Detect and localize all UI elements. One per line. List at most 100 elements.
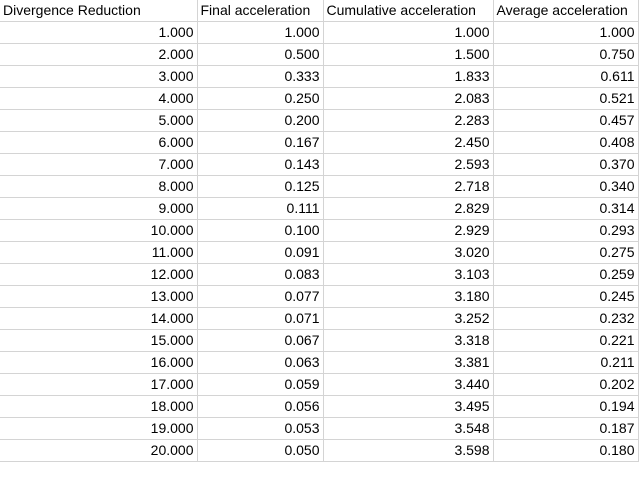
cell-final-acceleration[interactable]: 0.059 xyxy=(197,373,324,397)
table-row: 6.000 0.167 2.450 0.408 xyxy=(0,131,639,155)
cell-final-acceleration[interactable]: 0.071 xyxy=(197,307,324,331)
cell-average-acceleration[interactable]: 1.000 xyxy=(493,21,639,45)
cell-average-acceleration[interactable]: 0.750 xyxy=(493,43,639,67)
table-row: 17.000 0.059 3.440 0.202 xyxy=(0,373,639,397)
cell-cumulative-acceleration[interactable]: 3.495 xyxy=(323,395,494,419)
cell-divergence-reduction[interactable]: 5.000 xyxy=(0,109,198,133)
cell-average-acceleration[interactable]: 0.293 xyxy=(493,219,639,243)
cell-average-acceleration[interactable]: 0.340 xyxy=(493,175,639,199)
cell-divergence-reduction[interactable]: 16.000 xyxy=(0,351,198,375)
cell-cumulative-acceleration[interactable]: 2.083 xyxy=(323,87,494,111)
cell-divergence-reduction[interactable]: 2.000 xyxy=(0,43,198,67)
cell-final-acceleration[interactable]: 0.091 xyxy=(197,241,324,265)
cell-divergence-reduction[interactable]: 9.000 xyxy=(0,197,198,221)
cell-cumulative-acceleration[interactable]: 2.593 xyxy=(323,153,494,177)
cell-average-acceleration[interactable]: 0.408 xyxy=(493,131,639,155)
header-cell-cumulative-acceleration[interactable]: Cumulative acceleration xyxy=(323,0,494,23)
cell-average-acceleration[interactable]: 0.194 xyxy=(493,395,639,419)
cell-cumulative-acceleration[interactable]: 1.500 xyxy=(323,43,494,67)
cell-divergence-reduction[interactable]: 20.000 xyxy=(0,439,198,463)
cell-divergence-reduction[interactable]: 7.000 xyxy=(0,153,198,177)
table-row: 13.000 0.077 3.180 0.245 xyxy=(0,285,639,309)
cell-divergence-reduction[interactable]: 8.000 xyxy=(0,175,198,199)
table-row: 4.000 0.250 2.083 0.521 xyxy=(0,87,639,111)
cell-final-acceleration[interactable]: 0.167 xyxy=(197,131,324,155)
cell-final-acceleration[interactable]: 0.125 xyxy=(197,175,324,199)
cell-divergence-reduction[interactable]: 10.000 xyxy=(0,219,198,243)
cell-average-acceleration[interactable]: 0.202 xyxy=(493,373,639,397)
cell-final-acceleration[interactable]: 0.100 xyxy=(197,219,324,243)
cell-average-acceleration[interactable]: 0.187 xyxy=(493,417,639,441)
cell-cumulative-acceleration[interactable]: 3.103 xyxy=(323,263,494,287)
cell-cumulative-acceleration[interactable]: 3.440 xyxy=(323,373,494,397)
cell-final-acceleration[interactable]: 0.077 xyxy=(197,285,324,309)
cell-cumulative-acceleration[interactable]: 2.718 xyxy=(323,175,494,199)
cell-cumulative-acceleration[interactable]: 2.929 xyxy=(323,219,494,243)
cell-cumulative-acceleration[interactable]: 3.252 xyxy=(323,307,494,331)
cell-final-acceleration[interactable]: 0.053 xyxy=(197,417,324,441)
cell-cumulative-acceleration[interactable]: 3.318 xyxy=(323,329,494,353)
cell-final-acceleration[interactable]: 0.500 xyxy=(197,43,324,67)
cell-divergence-reduction[interactable]: 11.000 xyxy=(0,241,198,265)
cell-average-acceleration[interactable]: 0.457 xyxy=(493,109,639,133)
cell-cumulative-acceleration[interactable]: 2.283 xyxy=(323,109,494,133)
header-cell-divergence-reduction[interactable]: Divergence Reduction xyxy=(0,0,198,23)
cell-divergence-reduction[interactable]: 12.000 xyxy=(0,263,198,287)
cell-final-acceleration[interactable]: 0.200 xyxy=(197,109,324,133)
cell-final-acceleration[interactable]: 0.143 xyxy=(197,153,324,177)
cell-final-acceleration[interactable]: 0.250 xyxy=(197,87,324,111)
cell-average-acceleration[interactable]: 0.521 xyxy=(493,87,639,111)
cell-final-acceleration[interactable]: 0.063 xyxy=(197,351,324,375)
cell-average-acceleration[interactable]: 0.221 xyxy=(493,329,639,353)
header-row: Divergence Reduction Final acceleration … xyxy=(0,0,639,23)
table-row: 19.000 0.053 3.548 0.187 xyxy=(0,417,639,441)
cell-cumulative-acceleration[interactable]: 3.548 xyxy=(323,417,494,441)
cell-cumulative-acceleration[interactable]: 1.000 xyxy=(323,21,494,45)
cell-final-acceleration[interactable]: 0.056 xyxy=(197,395,324,419)
table-row: 7.000 0.143 2.593 0.370 xyxy=(0,153,639,177)
cell-average-acceleration[interactable]: 0.245 xyxy=(493,285,639,309)
cell-average-acceleration[interactable]: 0.275 xyxy=(493,241,639,265)
cell-divergence-reduction[interactable]: 1.000 xyxy=(0,21,198,45)
cell-final-acceleration[interactable]: 1.000 xyxy=(197,21,324,45)
cell-final-acceleration[interactable]: 0.067 xyxy=(197,329,324,353)
cell-cumulative-acceleration[interactable]: 3.180 xyxy=(323,285,494,309)
cell-cumulative-acceleration[interactable]: 2.829 xyxy=(323,197,494,221)
data-table: Divergence Reduction Final acceleration … xyxy=(0,0,639,463)
header-cell-final-acceleration[interactable]: Final acceleration xyxy=(197,0,324,23)
cell-divergence-reduction[interactable]: 17.000 xyxy=(0,373,198,397)
cell-divergence-reduction[interactable]: 15.000 xyxy=(0,329,198,353)
table-row: 15.000 0.067 3.318 0.221 xyxy=(0,329,639,353)
cell-final-acceleration[interactable]: 0.333 xyxy=(197,65,324,89)
table-row: 14.000 0.071 3.252 0.232 xyxy=(0,307,639,331)
cell-final-acceleration[interactable]: 0.111 xyxy=(197,197,324,221)
cell-divergence-reduction[interactable]: 14.000 xyxy=(0,307,198,331)
cell-average-acceleration[interactable]: 0.611 xyxy=(493,65,639,89)
table-row: 10.000 0.100 2.929 0.293 xyxy=(0,219,639,243)
cell-average-acceleration[interactable]: 0.232 xyxy=(493,307,639,331)
cell-average-acceleration[interactable]: 0.259 xyxy=(493,263,639,287)
cell-divergence-reduction[interactable]: 18.000 xyxy=(0,395,198,419)
cell-cumulative-acceleration[interactable]: 3.381 xyxy=(323,351,494,375)
cell-cumulative-acceleration[interactable]: 3.598 xyxy=(323,439,494,463)
cell-average-acceleration[interactable]: 0.370 xyxy=(493,153,639,177)
cell-divergence-reduction[interactable]: 6.000 xyxy=(0,131,198,155)
cell-average-acceleration[interactable]: 0.314 xyxy=(493,197,639,221)
cell-divergence-reduction[interactable]: 13.000 xyxy=(0,285,198,309)
cell-cumulative-acceleration[interactable]: 2.450 xyxy=(323,131,494,155)
table-row: 9.000 0.111 2.829 0.314 xyxy=(0,197,639,221)
cell-cumulative-acceleration[interactable]: 3.020 xyxy=(323,241,494,265)
cell-divergence-reduction[interactable]: 4.000 xyxy=(0,87,198,111)
cell-average-acceleration[interactable]: 0.180 xyxy=(493,439,639,463)
cell-cumulative-acceleration[interactable]: 1.833 xyxy=(323,65,494,89)
cell-divergence-reduction[interactable]: 3.000 xyxy=(0,65,198,89)
header-cell-average-acceleration[interactable]: Average acceleration xyxy=(493,0,639,23)
cell-average-acceleration[interactable]: 0.211 xyxy=(493,351,639,375)
table-row: 2.000 0.500 1.500 0.750 xyxy=(0,43,639,67)
table-row: 8.000 0.125 2.718 0.340 xyxy=(0,175,639,199)
table-row: 12.000 0.083 3.103 0.259 xyxy=(0,263,639,287)
cell-final-acceleration[interactable]: 0.050 xyxy=(197,439,324,463)
cell-divergence-reduction[interactable]: 19.000 xyxy=(0,417,198,441)
cell-final-acceleration[interactable]: 0.083 xyxy=(197,263,324,287)
table-row: 5.000 0.200 2.283 0.457 xyxy=(0,109,639,133)
